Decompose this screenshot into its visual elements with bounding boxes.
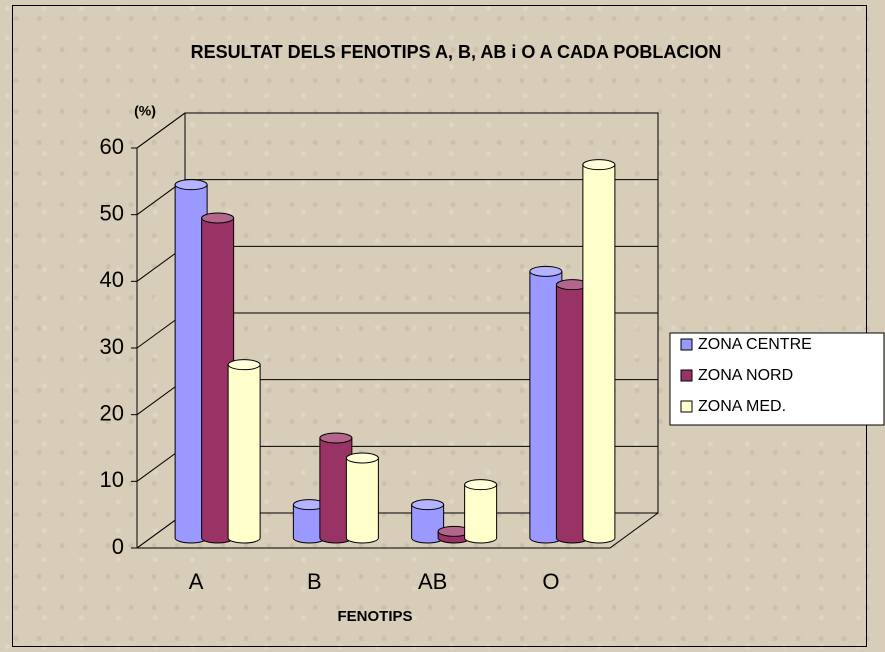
grid-line (136, 179, 658, 216)
y-tick-label: 50 (100, 200, 124, 225)
y-tick-label: 40 (100, 267, 124, 292)
chart-frame (12, 5, 867, 647)
bar-top (319, 432, 353, 444)
x-tick-label: B (307, 569, 322, 594)
x-axis-label: FENOTIPS (337, 608, 412, 625)
grid-line (136, 112, 658, 149)
bar-top (227, 359, 261, 371)
x-tick-label: O (542, 569, 559, 594)
x-tick-label: A (189, 569, 204, 594)
legend-label: ZONA MED. (698, 398, 786, 415)
bar-top (345, 452, 379, 464)
y-tick-label: 0 (112, 534, 124, 559)
bar-top (529, 265, 563, 277)
bar-top (201, 212, 235, 224)
legend-label: ZONA CENTRE (698, 336, 812, 353)
bar-top (464, 479, 498, 491)
y-tick-label: 10 (100, 467, 124, 492)
bar-top (174, 179, 208, 191)
floor (137, 512, 659, 549)
y-axis-label: (%) (134, 103, 156, 119)
y-tick-label: 30 (100, 334, 124, 359)
y-tick-label: 20 (100, 400, 124, 425)
bar-top (411, 499, 445, 511)
legend-label: ZONA NORD (698, 367, 793, 384)
bar (464, 484, 498, 544)
legend-box (669, 332, 885, 426)
chart-title: RESULTAT DELS FENOTIPS A, B, AB i O A CA… (190, 42, 722, 62)
bar-top (582, 159, 616, 171)
bar (227, 364, 261, 544)
bar (582, 164, 616, 544)
bar (345, 457, 379, 544)
legend-swatch (680, 338, 693, 351)
y-tick-label: 60 (100, 134, 124, 159)
x-tick-label: AB (418, 569, 447, 594)
legend-swatch (680, 400, 693, 413)
legend-swatch (680, 369, 693, 382)
